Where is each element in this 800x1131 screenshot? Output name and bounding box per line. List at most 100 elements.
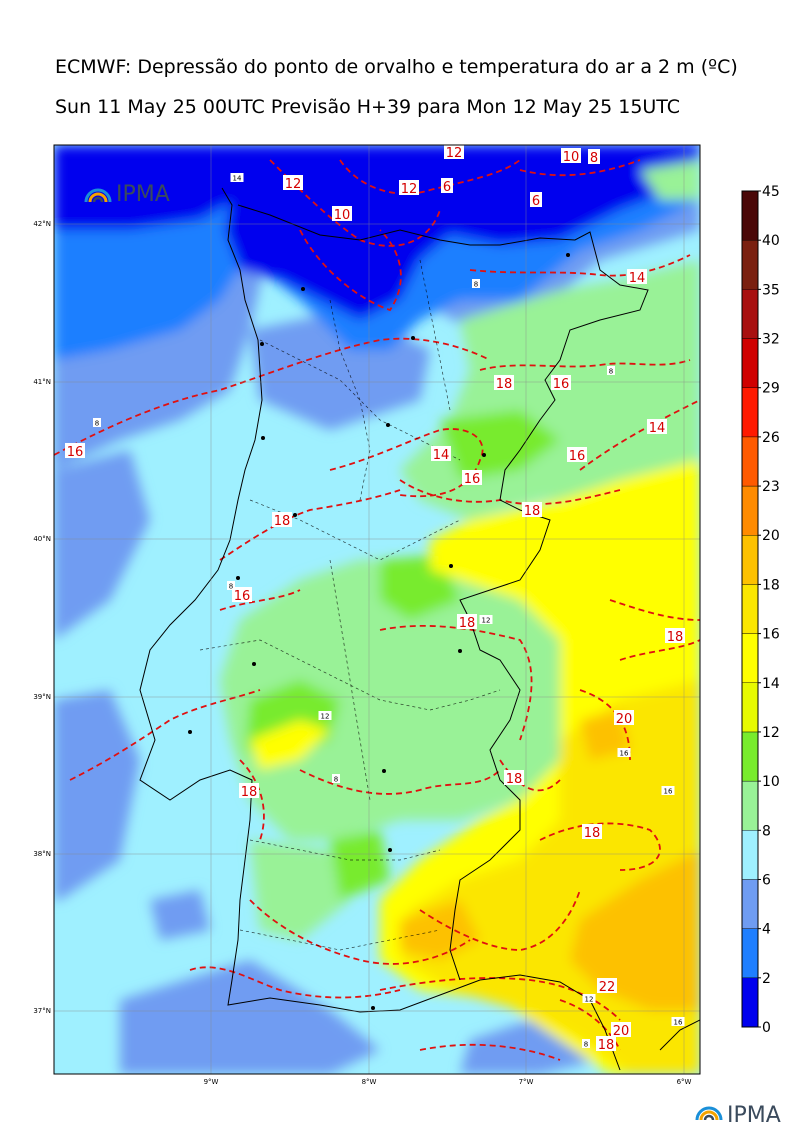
colorbar-label: 10 bbox=[762, 774, 780, 790]
contour-label-box bbox=[232, 587, 252, 602]
contour-label-box bbox=[596, 1036, 616, 1051]
chart-subtitle: Sun 11 May 25 00UTC Previsão H+39 para M… bbox=[55, 96, 681, 118]
contour-label-box bbox=[627, 269, 647, 284]
longitude-labels: 9°W 8°W 7°W 6°W bbox=[204, 1078, 692, 1086]
colorbar-swatch bbox=[741, 682, 759, 733]
colorbar-label: 45 bbox=[762, 184, 780, 200]
colorbar-swatch bbox=[741, 338, 759, 388]
contour-label: 6 bbox=[443, 180, 451, 195]
contour-label-small: 8 bbox=[334, 776, 338, 784]
colorbar-label: 14 bbox=[762, 676, 780, 692]
contour-label: 12 bbox=[285, 177, 302, 192]
contour-label-box-small bbox=[332, 774, 340, 783]
city-markers bbox=[188, 253, 570, 1010]
contour-label-small: 16 bbox=[620, 750, 629, 758]
contour-label: 16 bbox=[234, 589, 251, 604]
contour-label: 16 bbox=[569, 449, 586, 464]
contour-label-box bbox=[582, 824, 602, 839]
ipma-logo-footer-text: IPMA bbox=[727, 1103, 781, 1128]
colorbar-swatch bbox=[741, 633, 759, 683]
lat-label: 39°N bbox=[33, 693, 51, 701]
contour-label: 18 bbox=[584, 826, 601, 841]
contour-label-small: 12 bbox=[321, 713, 330, 721]
contour-label-box bbox=[588, 149, 600, 164]
lon-label: 9°W bbox=[204, 1078, 219, 1086]
contour-label: 18 bbox=[667, 630, 684, 645]
lat-label: 40°N bbox=[33, 535, 51, 543]
contour-label-small: 8 bbox=[95, 420, 99, 428]
contour-label: 16 bbox=[67, 445, 84, 460]
contour-label-box bbox=[283, 175, 303, 190]
contour-label: 22 bbox=[599, 980, 616, 995]
contour-label: 18 bbox=[496, 377, 513, 392]
contour-label-box-small bbox=[472, 279, 480, 288]
contour-label: 16 bbox=[553, 377, 570, 392]
contour-label-small: 14 bbox=[233, 175, 242, 183]
colorbar-swatch bbox=[741, 731, 759, 782]
contour-label-box-small bbox=[607, 366, 615, 375]
colorbar-label: 20 bbox=[762, 528, 780, 544]
colorbar-frame bbox=[741, 190, 759, 1028]
map-frame bbox=[53, 144, 701, 1075]
contour-label: 18 bbox=[459, 616, 476, 631]
contour-label-small: 8 bbox=[609, 368, 613, 376]
colorbar-label: 32 bbox=[762, 332, 780, 348]
colorbar-swatch bbox=[741, 190, 759, 241]
colorbar-swatch bbox=[741, 879, 759, 929]
lat-label: 37°N bbox=[33, 1007, 51, 1015]
colorbar-label: 4 bbox=[762, 922, 771, 938]
contour-label-box-small bbox=[227, 581, 235, 590]
contour-label-box-small bbox=[479, 615, 493, 624]
contour-label-box bbox=[457, 614, 477, 629]
ipma-logo-map: IPMA bbox=[84, 182, 170, 207]
contour-label-small: 8 bbox=[584, 1041, 588, 1049]
contour-label-box bbox=[614, 710, 634, 725]
graticule bbox=[54, 145, 700, 1074]
contour-label: 18 bbox=[598, 1038, 615, 1053]
contour-label-small: 8 bbox=[474, 281, 478, 289]
contour-label-box bbox=[597, 978, 617, 993]
contour-label-box bbox=[522, 502, 542, 517]
contour-label-box bbox=[665, 628, 685, 643]
contour-label-box bbox=[504, 770, 524, 785]
contour-label-small: 8 bbox=[229, 583, 233, 591]
contour-label-box bbox=[494, 375, 514, 390]
contour-label-box-small bbox=[617, 748, 631, 757]
contour-label-small: 12 bbox=[482, 617, 491, 625]
lon-label: 7°W bbox=[519, 1078, 534, 1086]
contour-label-box bbox=[272, 512, 292, 527]
coastline bbox=[139, 187, 700, 1071]
contour-label: 18 bbox=[274, 514, 291, 529]
colorbar-label: 26 bbox=[762, 430, 780, 446]
contour-label: 10 bbox=[563, 150, 580, 165]
contour-label-box bbox=[65, 443, 85, 458]
contour-label: 12 bbox=[446, 146, 463, 161]
contour-label: 14 bbox=[629, 271, 646, 286]
ipma-logo-map-text: IPMA bbox=[116, 182, 170, 207]
contour-label-box-small bbox=[671, 1017, 685, 1026]
contour-label-box bbox=[567, 447, 587, 462]
contour-label: 8 bbox=[590, 151, 598, 166]
contour-label-box-small bbox=[582, 1039, 590, 1048]
contour-label-box-small bbox=[318, 711, 332, 720]
colorbar-swatch bbox=[741, 780, 759, 831]
colorbar-label: 16 bbox=[762, 627, 780, 643]
contour-label: 6 bbox=[532, 194, 540, 209]
colorbar-swatch bbox=[741, 928, 759, 979]
colorbar-swatch bbox=[741, 830, 759, 880]
colorbar-label: 40 bbox=[762, 233, 780, 249]
contour-label-box-small bbox=[93, 418, 101, 427]
lat-label: 38°N bbox=[33, 850, 51, 858]
contour-label-box-small bbox=[230, 173, 244, 182]
contour-label-box bbox=[441, 178, 453, 193]
contour-label: 18 bbox=[506, 772, 523, 787]
contour-label-box bbox=[611, 1022, 631, 1037]
colorbar-swatch bbox=[741, 289, 759, 339]
colorbar-swatch bbox=[741, 535, 759, 585]
colorbar: 0 2 4 6 8 10 12 14 16 18 20 23 26 29 32 35 40 45 bbox=[741, 184, 780, 1036]
contour-label-box bbox=[647, 419, 667, 434]
contour-label-box-small bbox=[582, 994, 596, 1003]
